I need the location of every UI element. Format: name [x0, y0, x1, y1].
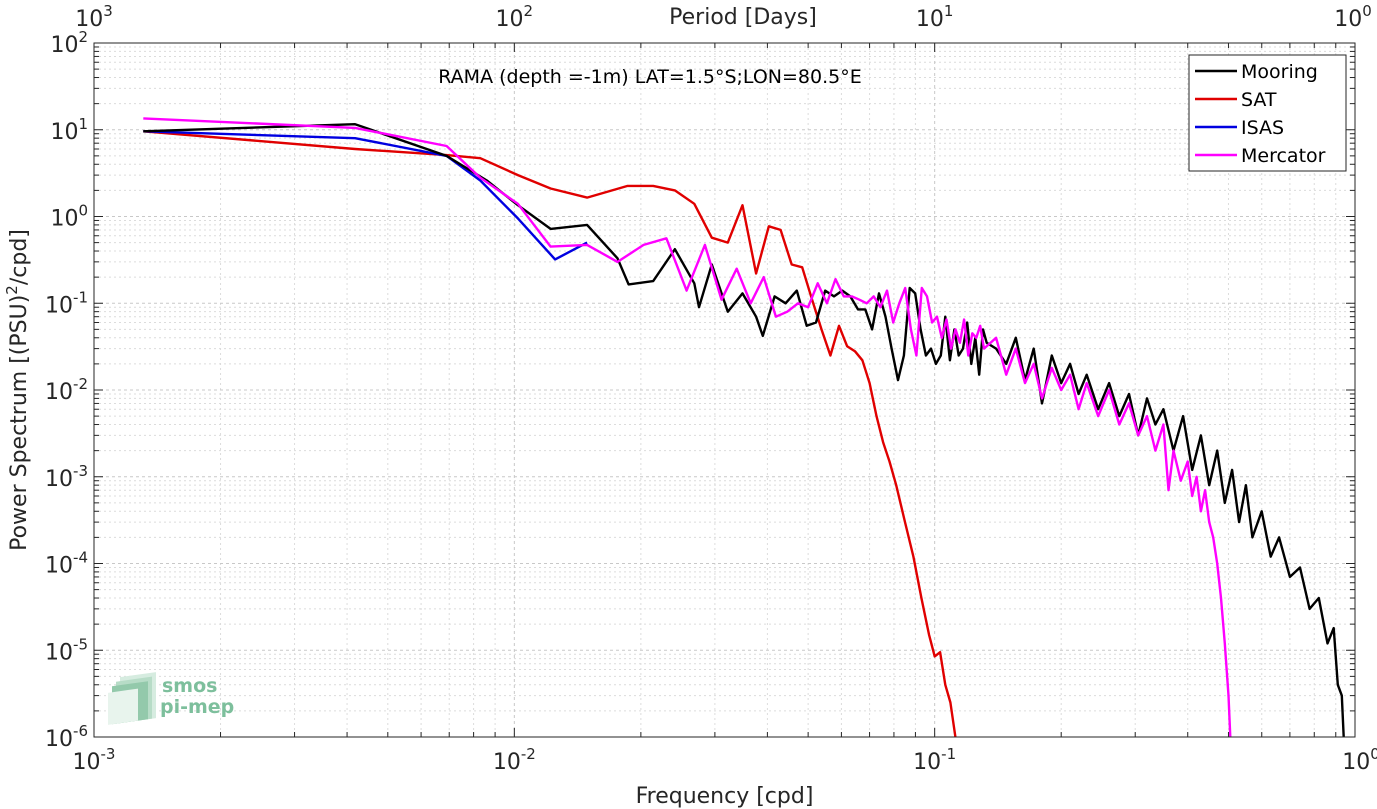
x-tick-label: 10-2 — [493, 745, 536, 775]
tick-marks — [93, 42, 1356, 738]
y-tick-label-base: 10 — [45, 727, 73, 752]
x-tick-label-base: 10 — [1342, 750, 1370, 775]
x-tick-label-exp: -1 — [941, 745, 956, 763]
x2-tick-label-base: 10 — [75, 7, 103, 32]
smos-pi-mep-logo: smos pi-mep — [108, 672, 234, 725]
legend-label-mooring: Mooring — [1241, 61, 1318, 83]
x-tick-label-base: 10 — [73, 750, 101, 775]
legend-label-isas: ISAS — [1241, 117, 1284, 139]
series-line-isas — [143, 130, 588, 261]
legend-label-mercator: Mercator — [1241, 145, 1326, 167]
y-tick-label: 101 — [50, 115, 88, 145]
x2-tick-label-exp: 0 — [1362, 2, 1372, 20]
y-tick-label-base: 10 — [45, 293, 73, 318]
y-tick-label-exp: 2 — [78, 28, 88, 46]
y-tick-label-exp: 1 — [78, 115, 88, 133]
y-tick-label-base: 10 — [45, 640, 73, 665]
x2-tick-label: 100 — [1334, 2, 1372, 32]
x2-tick-label-base: 10 — [916, 7, 944, 32]
y-tick-label: 102 — [50, 28, 88, 58]
x2-tick-label: 102 — [496, 2, 534, 32]
x-tick-label: 10-1 — [913, 745, 956, 775]
y-tick-label: 10-4 — [45, 549, 88, 579]
x2-tick-label-exp: 3 — [103, 2, 113, 20]
chart-annotation: RAMA (depth =-1m) LAT=1.5°S;LON=80.5°E — [438, 66, 862, 88]
y-tick-label: 10-3 — [45, 462, 88, 492]
series-line-sat — [143, 130, 957, 738]
x2-tick-label-base: 10 — [496, 7, 524, 32]
x-tick-label-base: 10 — [913, 750, 941, 775]
y-tick-label-exp: -2 — [73, 375, 88, 393]
top-axis-title: Period [Days] — [669, 5, 817, 30]
series-lines — [143, 117, 1345, 738]
y-tick-label-base: 10 — [50, 120, 78, 145]
x-tick-label-exp: -2 — [521, 745, 536, 763]
series-line-mercator — [143, 117, 1232, 738]
y-axis-title: Power Spectrum [(PSU)2/cpd] — [3, 229, 32, 551]
y-axis-title-sup: 2 — [3, 285, 21, 295]
y-tick-label: 10-6 — [45, 722, 88, 752]
x-tick-label: 100 — [1342, 745, 1377, 775]
x2-tick-label-exp: 1 — [944, 2, 954, 20]
x-axis-title: Frequency [cpd] — [636, 784, 814, 809]
y-tick-label-base: 10 — [50, 33, 78, 58]
x2-tick-label: 103 — [75, 2, 113, 32]
legend-label-sat: SAT — [1241, 89, 1277, 111]
y-tick-label: 10-5 — [45, 635, 88, 665]
y-tick-label-exp: 0 — [78, 202, 88, 220]
y-tick-label: 10-2 — [45, 375, 88, 405]
y-axis-title-tail: /cpd] — [7, 229, 32, 285]
y-tick-label: 10-1 — [45, 288, 88, 318]
y-tick-label-base: 10 — [45, 554, 73, 579]
y-axis-title-base: Power Spectrum [(PSU) — [7, 295, 32, 551]
y-tick-label: 100 — [50, 202, 88, 232]
x-tick-label-base: 10 — [493, 750, 521, 775]
logo-line2: pi-mep — [160, 696, 234, 718]
logo-line1: smos — [162, 675, 217, 697]
x-tick-label-exp: -3 — [101, 745, 116, 763]
y-tick-label-base: 10 — [50, 207, 78, 232]
x-tick-label-exp: 0 — [1370, 745, 1377, 763]
series-line-mooring — [143, 123, 1345, 738]
legend-box — [1188, 54, 1347, 172]
logo-layers-icon — [108, 672, 156, 725]
x-tick-label: 10-3 — [73, 745, 116, 775]
y-tick-label-exp: -4 — [73, 549, 88, 567]
y-tick-label-exp: -1 — [73, 288, 88, 306]
y-tick-label-exp: -3 — [73, 462, 88, 480]
y-tick-label-base: 10 — [45, 380, 73, 405]
legend: Mooring SAT ISAS Mercator — [1188, 54, 1347, 172]
x2-tick-label-base: 10 — [1334, 7, 1362, 32]
y-tick-label-exp: -6 — [73, 722, 88, 740]
x2-tick-label: 101 — [916, 2, 954, 32]
y-tick-label-base: 10 — [45, 467, 73, 492]
x2-tick-label-exp: 2 — [524, 2, 534, 20]
y-tick-label-exp: -5 — [73, 635, 88, 653]
